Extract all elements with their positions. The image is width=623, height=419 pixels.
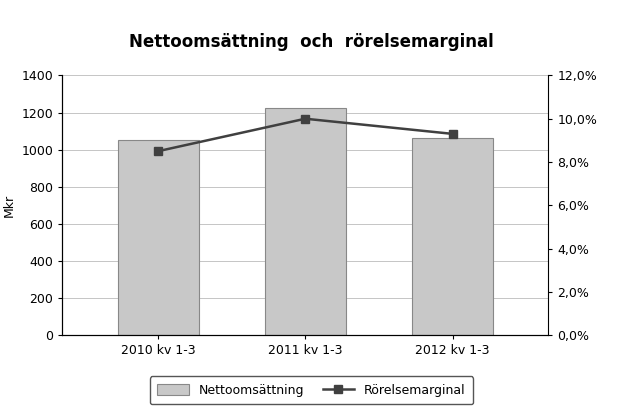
Bar [118, 140, 199, 335]
Legend: Nettoomsättning, Rörelsemarginal: Nettoomsättning, Rörelsemarginal [150, 376, 473, 404]
Y-axis label: Mkr: Mkr [3, 194, 16, 217]
Bar [412, 138, 493, 335]
Bar [265, 108, 346, 335]
Text: Nettoomsättning  och  rörelsemarginal: Nettoomsättning och rörelsemarginal [129, 33, 494, 51]
